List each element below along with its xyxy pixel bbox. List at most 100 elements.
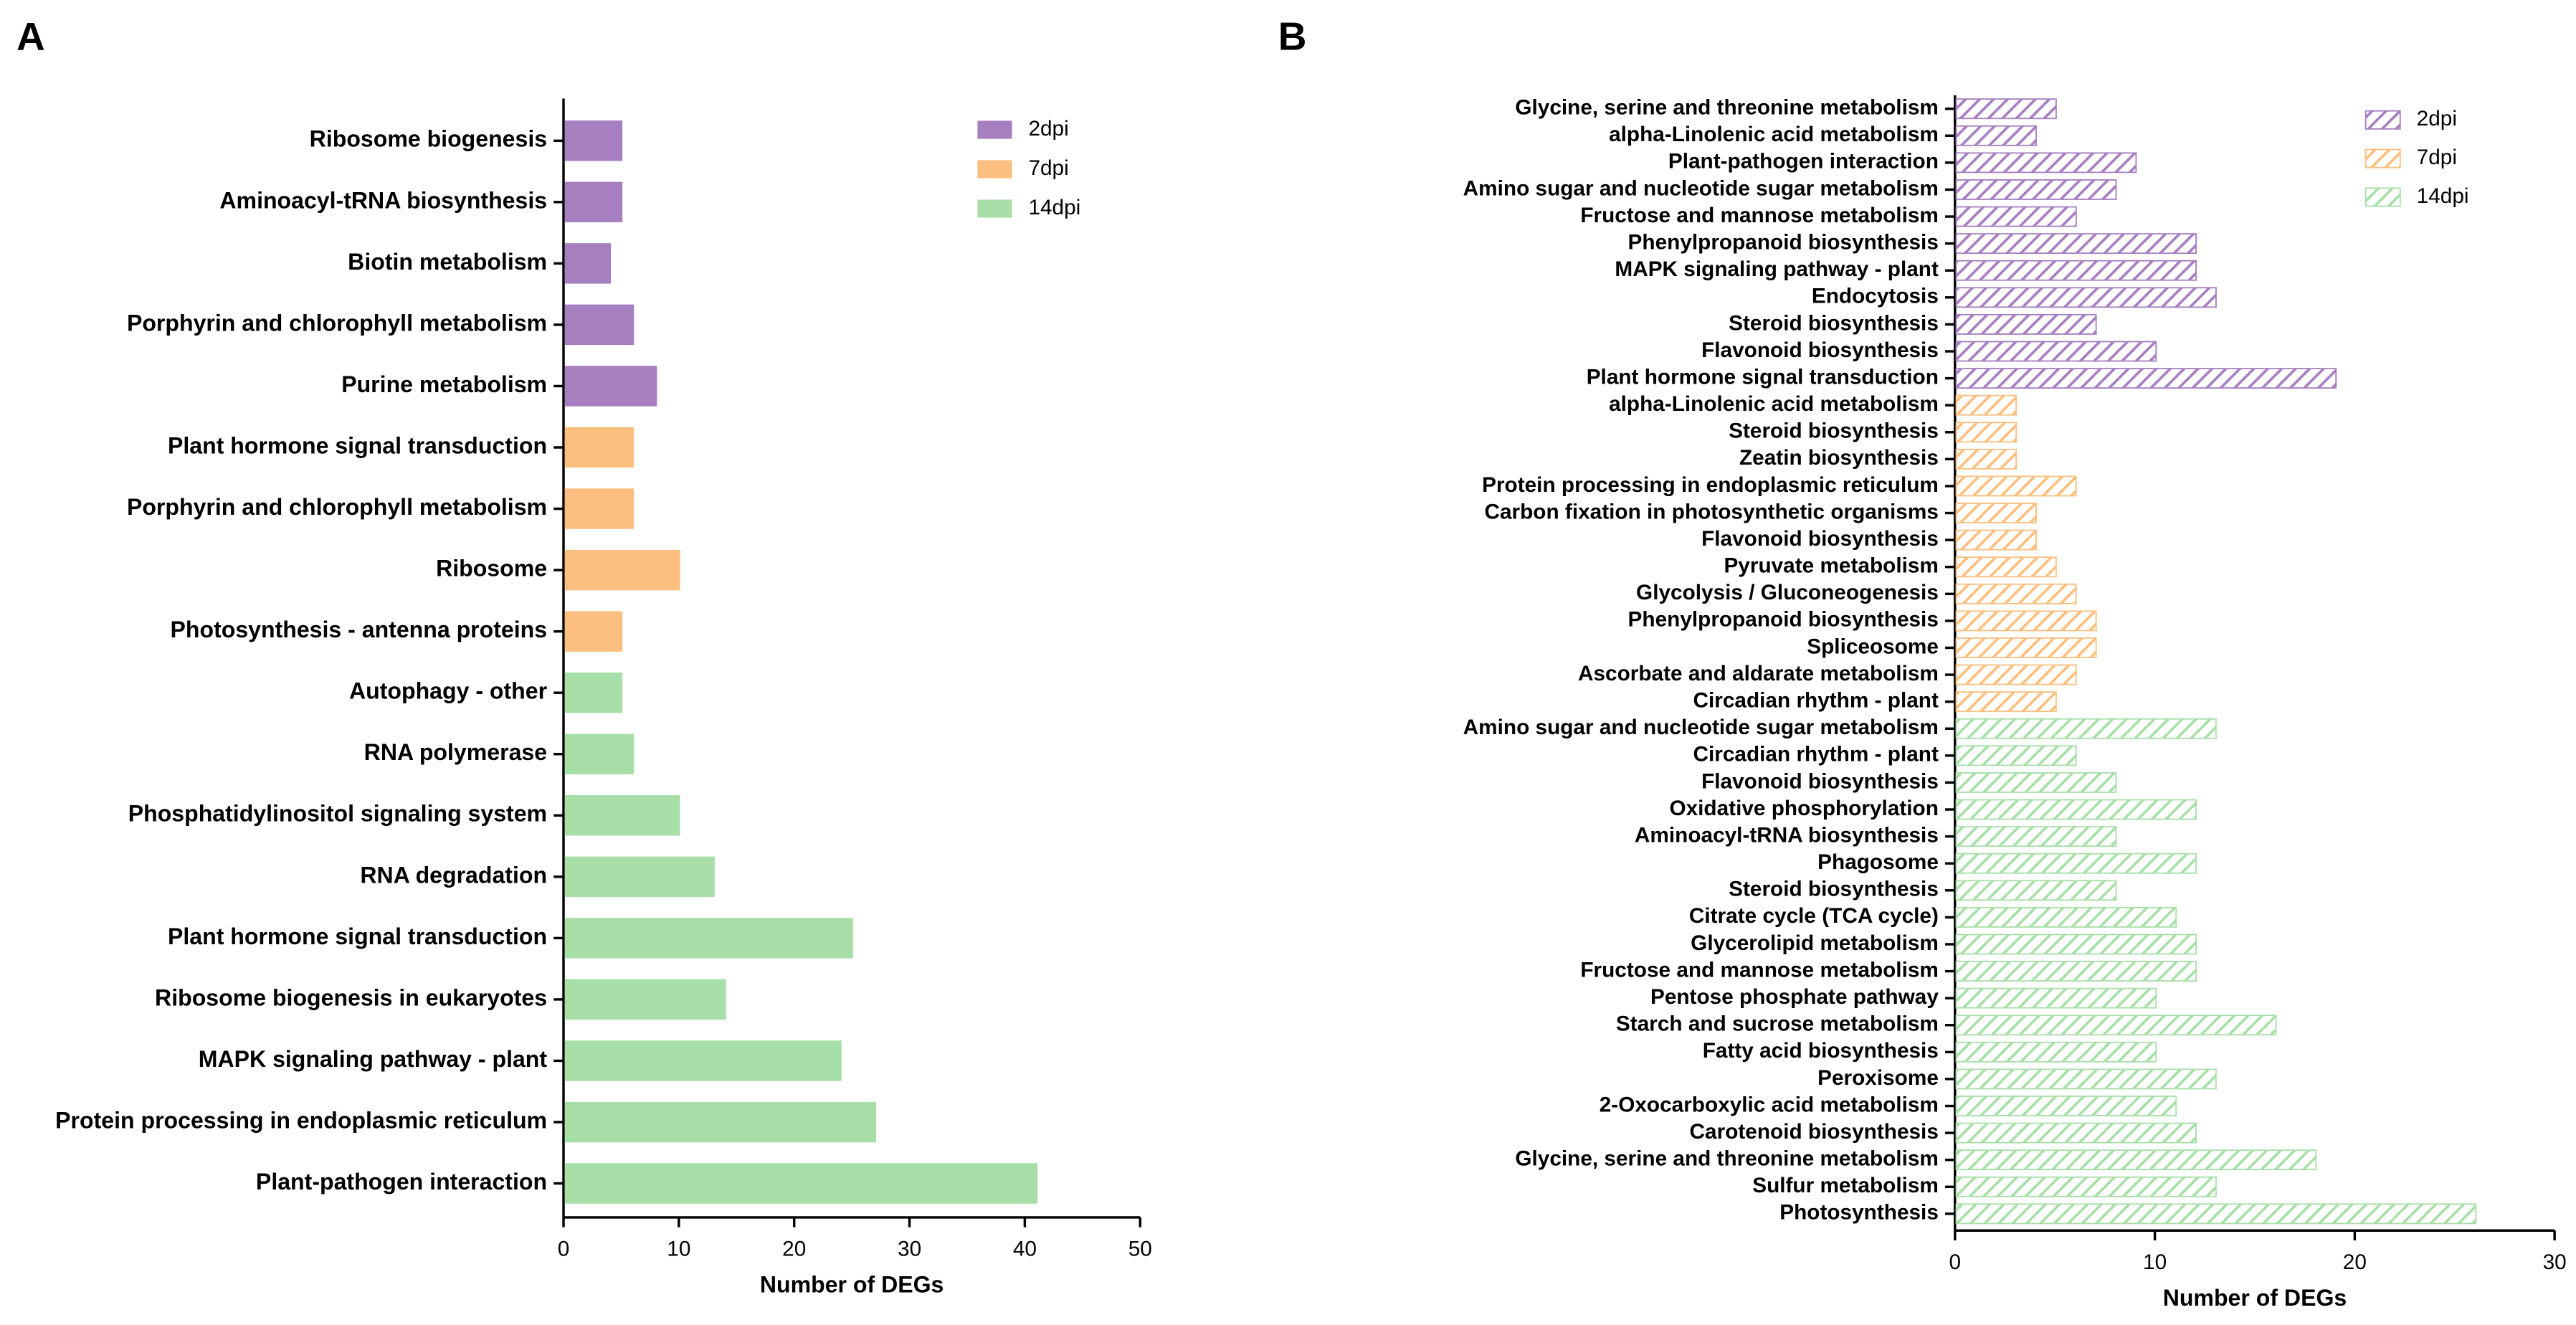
bar xyxy=(564,1040,842,1081)
y-tick-label: Amino sugar and nucleotide sugar metabol… xyxy=(1463,716,1939,739)
bar xyxy=(1955,1122,2197,1144)
y-tick-label: Plant hormone signal transduction xyxy=(168,923,547,949)
y-tick-label: MAPK signaling pathway - plant xyxy=(199,1046,548,1072)
bar xyxy=(1955,637,2097,658)
bar xyxy=(1955,313,2097,335)
x-tick-label: 10 xyxy=(667,1238,690,1261)
bar xyxy=(1955,233,2197,255)
y-tick-label: Circadian rhythm - plant xyxy=(1693,689,1939,713)
x-tick-label: 10 xyxy=(2143,1250,2167,1274)
panel-label: B xyxy=(1278,14,1307,59)
y-tick-label: Porphyrin and chlorophyll metabolism xyxy=(127,494,547,520)
bar xyxy=(1955,394,2017,416)
bar xyxy=(1955,826,2117,847)
bar xyxy=(1955,1203,2477,1225)
bar xyxy=(1955,152,2137,174)
y-tick-label: Plant-pathogen interaction xyxy=(1668,150,1939,174)
bar xyxy=(1955,799,2197,820)
y-tick-label: Carbon fixation in photosynthetic organi… xyxy=(1484,500,1938,523)
legend-label: 2dpi xyxy=(2417,107,2457,130)
y-tick-label: Steroid biosynthesis xyxy=(1729,419,1939,443)
y-tick-label: RNA degradation xyxy=(360,862,547,888)
legend-label: 14dpi xyxy=(1028,196,1080,219)
legend-label: 7dpi xyxy=(2417,146,2457,169)
x-tick-label: 30 xyxy=(898,1238,921,1261)
y-tick-label: Flavonoid biosynthesis xyxy=(1701,769,1939,793)
y-tick-label: Fructose and mannose metabolism xyxy=(1580,204,1939,227)
bar xyxy=(1955,610,2097,632)
y-tick-label: Phosphatidylinositol signaling system xyxy=(128,801,547,827)
y-tick-label: Fatty acid biosynthesis xyxy=(1703,1039,1939,1063)
y-tick-label: Plant hormone signal transduction xyxy=(1587,365,1939,389)
y-tick-label: Peroxisome xyxy=(1817,1066,1939,1090)
y-tick-label: Carotenoid biosynthesis xyxy=(1690,1120,1939,1144)
bar xyxy=(1955,906,2177,928)
y-tick-label: Pyruvate metabolism xyxy=(1724,554,1938,578)
legend-swatch xyxy=(977,120,1012,139)
bar xyxy=(564,181,623,223)
y-tick-label: Ribosome biogenesis in eukaryotes xyxy=(155,984,547,1010)
bar xyxy=(1955,961,2197,982)
y-tick-label: Ribosome biogenesis xyxy=(310,126,547,152)
y-tick-label: Ribosome xyxy=(436,556,547,581)
x-tick-label: 20 xyxy=(2343,1250,2367,1274)
bar xyxy=(564,733,635,774)
y-tick-label: Zeatin biosynthesis xyxy=(1739,446,1939,470)
y-tick-label: Glycine, serine and threonine metabolism xyxy=(1515,96,1939,120)
y-tick-label: Glycolysis / Gluconeogenesis xyxy=(1636,581,1939,604)
y-tick-label: RNA polymerase xyxy=(364,739,547,765)
bar xyxy=(564,366,657,407)
y-tick-label: Porphyrin and chlorophyll metabolism xyxy=(127,310,547,336)
bar xyxy=(1955,422,2017,443)
bar xyxy=(564,243,612,284)
y-tick-label: Aminoacyl-tRNA biosynthesis xyxy=(1635,823,1939,847)
y-tick-label: Protein processing in endoplasmic reticu… xyxy=(1482,473,1939,497)
bar xyxy=(564,1163,1038,1204)
y-tick-label: Pentose phosphate pathway xyxy=(1650,985,1939,1009)
y-tick-label: Plant-pathogen interaction xyxy=(256,1169,547,1195)
legend-swatch xyxy=(977,160,1012,179)
bar xyxy=(564,120,623,161)
y-tick-label: Starch and sucrose metabolism xyxy=(1616,1012,1939,1036)
bar xyxy=(1955,1096,2177,1116)
bar xyxy=(1955,934,2197,955)
bar xyxy=(1955,745,2077,766)
y-tick-label: alpha-Linolenic acid metabolism xyxy=(1609,123,1939,146)
x-tick-label: 40 xyxy=(1013,1238,1037,1261)
bar xyxy=(564,427,635,468)
x-tick-label: 0 xyxy=(558,1238,570,1261)
bar xyxy=(564,979,726,1020)
y-tick-label: MAPK signaling pathway - plant xyxy=(1615,257,1939,281)
x-axis-title: Number of DEGs xyxy=(760,1272,944,1298)
x-tick-label: 0 xyxy=(1949,1250,1962,1274)
bar xyxy=(1955,98,2057,120)
bar xyxy=(564,672,623,713)
bar xyxy=(564,549,680,591)
bar xyxy=(564,795,680,836)
bar xyxy=(1955,556,2057,578)
bar xyxy=(1955,368,2337,389)
bar xyxy=(1955,529,2037,551)
bar xyxy=(1955,287,2217,308)
bar xyxy=(1955,987,2157,1009)
bar xyxy=(1955,853,2197,874)
y-tick-label: Protein processing in endoplasmic reticu… xyxy=(55,1107,547,1133)
y-tick-label: Steroid biosynthesis xyxy=(1729,878,1939,901)
y-tick-label: Circadian rhythm - plant xyxy=(1693,743,1939,766)
panel-label: A xyxy=(16,14,45,59)
bar xyxy=(1955,880,2117,901)
bar xyxy=(564,856,715,898)
bar xyxy=(1955,691,2057,713)
legend-label: 14dpi xyxy=(2417,184,2469,208)
y-tick-label: Fructose and mannose metabolism xyxy=(1580,958,1939,982)
y-tick-label: Phagosome xyxy=(1817,850,1939,874)
y-tick-label: Phenylpropanoid biosynthesis xyxy=(1628,608,1939,632)
bar xyxy=(1955,1041,2157,1063)
y-tick-label: Plant hormone signal transduction xyxy=(168,432,547,458)
x-tick-label: 20 xyxy=(782,1238,806,1261)
legend-label: 7dpi xyxy=(1028,156,1068,180)
y-tick-label: alpha-Linolenic acid metabolism xyxy=(1609,392,1939,416)
bar xyxy=(1955,1149,2317,1171)
